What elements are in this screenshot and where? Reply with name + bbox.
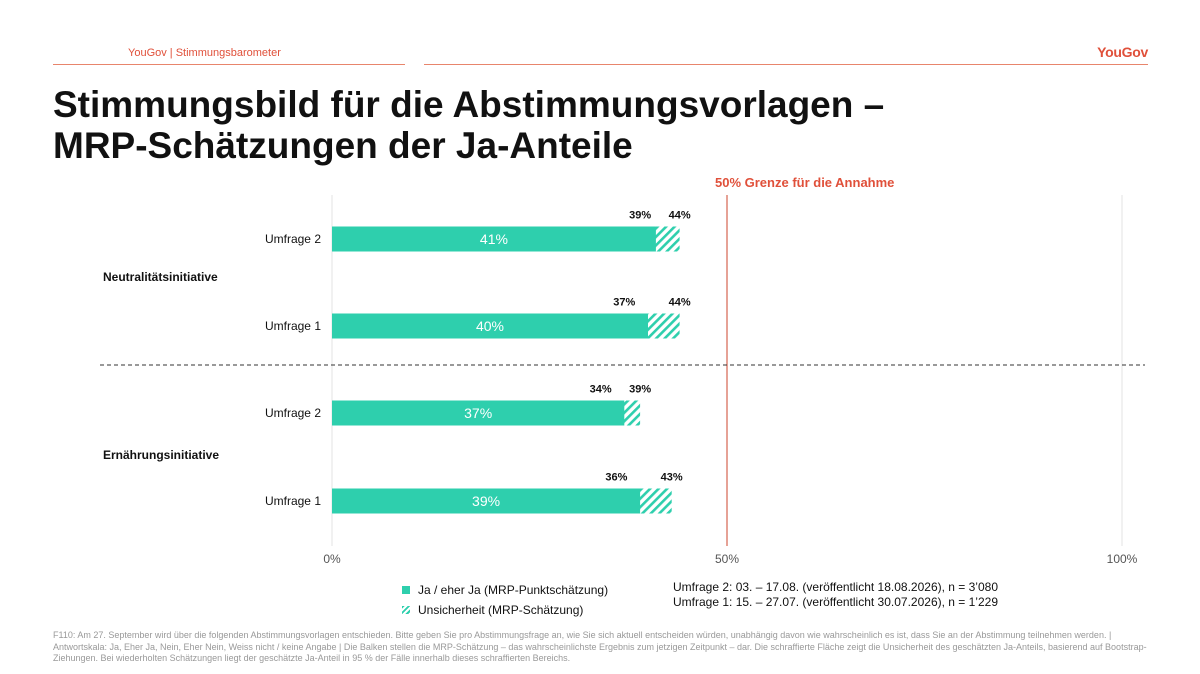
legend-hatched-swatch xyxy=(402,606,410,614)
bar xyxy=(332,488,641,514)
footnote: F110: Am 27. September wird über die fol… xyxy=(53,630,1147,663)
group-label: Neutralitätsinitiative xyxy=(103,270,218,284)
bar xyxy=(332,313,648,339)
legend-item-uncertainty: Unsicherheit (MRP-Schätzung) xyxy=(402,600,608,620)
interval-high-label: 44% xyxy=(669,297,691,309)
survey-1-info: Umfrage 1: 15. – 27.07. (veröffentlicht … xyxy=(673,595,998,609)
title-line-1: Stimmungsbild für die Abstimmungsvorlage… xyxy=(53,84,885,125)
interval-low-label: 34% xyxy=(590,384,612,396)
bar-value-label: 41% xyxy=(480,231,508,247)
group-label: Ernährungsinitiative xyxy=(103,448,219,462)
threshold-label: 50% Grenze für die Annahme xyxy=(715,175,894,190)
bar xyxy=(332,400,625,426)
brand-subtitle: YouGov | Stimmungsbarometer xyxy=(128,47,281,59)
bar-category-label: Umfrage 1 xyxy=(265,319,321,333)
x-tick-label: 100% xyxy=(1107,552,1138,566)
bar-category-label: Umfrage 1 xyxy=(265,494,321,508)
legend-label: Unsicherheit (MRP-Schätzung) xyxy=(418,603,584,617)
x-tick-label: 0% xyxy=(323,552,341,566)
header-rule-left xyxy=(53,64,405,65)
interval-high-label: 39% xyxy=(629,384,651,396)
interval-low-label: 36% xyxy=(605,472,627,484)
chart-legend: Ja / eher Ja (MRP-Punktschätzung) Unsich… xyxy=(402,580,608,620)
bar-category-label: Umfrage 2 xyxy=(265,406,321,420)
bar-value-label: 40% xyxy=(476,318,504,334)
interval-low-label: 39% xyxy=(629,210,651,222)
bar-value-label: 37% xyxy=(464,405,492,421)
page-title: Stimmungsbild für die Abstimmungsvorlage… xyxy=(53,84,1153,166)
x-tick-label: 50% xyxy=(715,552,739,566)
legend-item-point-estimate: Ja / eher Ja (MRP-Punktschätzung) xyxy=(402,580,608,600)
title-line-2: MRP-Schätzungen der Ja-Anteile xyxy=(53,125,633,166)
header-rule-right xyxy=(424,64,1148,65)
survey-2-info: Umfrage 2: 03. – 17.08. (veröffentlicht … xyxy=(673,580,998,594)
interval-high-label: 43% xyxy=(661,472,683,484)
survey-info: Umfrage 2: 03. – 17.08. (veröffentlicht … xyxy=(673,580,998,610)
legend-solid-swatch xyxy=(402,586,410,594)
bar xyxy=(332,226,656,252)
bar-category-label: Umfrage 2 xyxy=(265,232,321,246)
bar-value-label: 39% xyxy=(472,493,500,509)
interval-low-label: 37% xyxy=(613,297,635,309)
yougov-logo: YouGov xyxy=(1097,44,1148,60)
interval-high-label: 44% xyxy=(669,210,691,222)
legend-label: Ja / eher Ja (MRP-Punktschätzung) xyxy=(418,583,609,597)
